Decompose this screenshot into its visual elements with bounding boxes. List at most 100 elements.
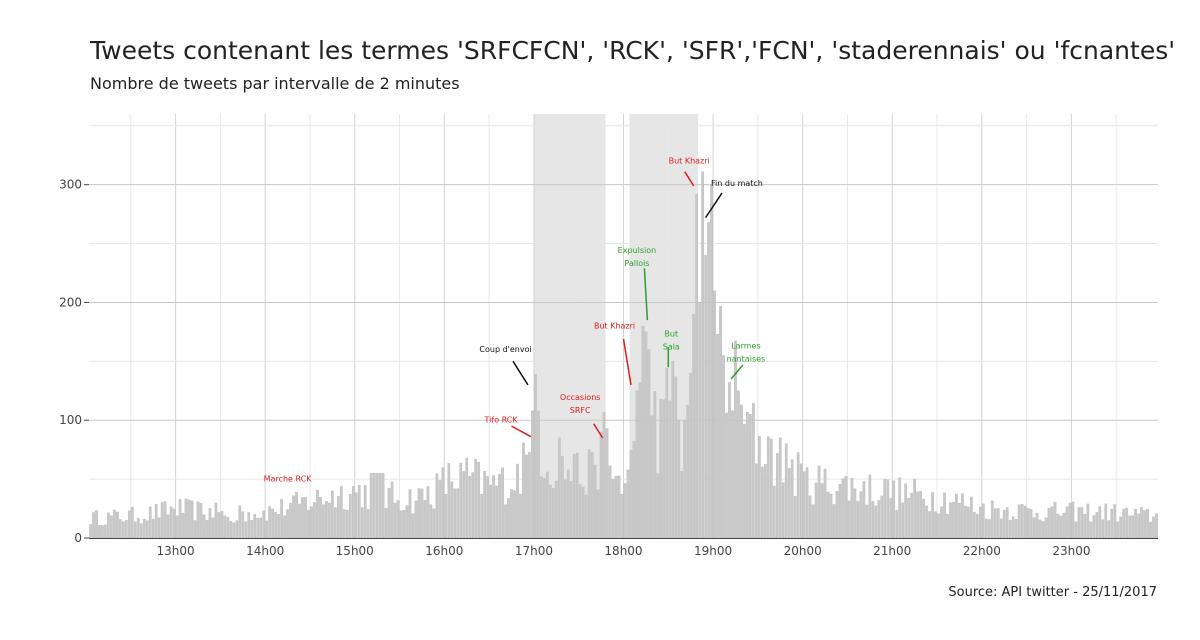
bar [1062, 512, 1066, 539]
bar [554, 480, 558, 539]
bar [566, 469, 570, 539]
bar [605, 428, 609, 539]
bar [229, 521, 233, 539]
bar [157, 517, 161, 539]
bar [1041, 521, 1045, 539]
bar [952, 501, 955, 539]
bar [432, 508, 436, 539]
annotation-8: But Khazri [669, 156, 710, 187]
bar [1125, 507, 1128, 539]
bar [623, 483, 627, 539]
bar [617, 475, 621, 539]
bar [644, 331, 648, 539]
bar [955, 493, 958, 539]
bar [641, 325, 645, 539]
bar [910, 493, 914, 539]
bar [707, 222, 710, 539]
chart-subtitle: Nombre de tweets par intervalle de 2 min… [90, 74, 460, 93]
bar [853, 488, 857, 539]
bar [787, 468, 791, 539]
bar [698, 302, 701, 539]
bar [569, 481, 573, 539]
bar [665, 368, 669, 539]
bar [1068, 502, 1072, 539]
bar [608, 465, 612, 539]
bar [142, 518, 146, 539]
bar [516, 463, 519, 539]
bar [468, 476, 472, 539]
bar [1023, 505, 1027, 539]
bar [683, 420, 687, 539]
bar [483, 470, 486, 539]
bar [656, 473, 660, 539]
bar [814, 482, 818, 539]
bar [110, 515, 113, 539]
y-tick-label: 100 [59, 413, 82, 427]
x-tick-label: 16h00 [425, 544, 463, 558]
bar [987, 519, 991, 539]
bar [862, 481, 866, 539]
annotation-pointer [622, 338, 632, 386]
bar [650, 415, 654, 539]
bar [280, 499, 283, 539]
bar [133, 521, 137, 539]
bar [889, 498, 893, 539]
bar [537, 410, 540, 539]
bar [635, 390, 639, 539]
bar [325, 501, 328, 539]
bar [363, 485, 367, 539]
bar [211, 517, 215, 539]
bar [232, 522, 236, 539]
annotation-label: Larmes nantaises [727, 341, 766, 363]
annotation-10: Larmes nantaises [727, 341, 766, 380]
bar [865, 504, 869, 539]
bar [286, 509, 289, 539]
bar [725, 412, 728, 539]
bar [342, 509, 346, 539]
bar [677, 420, 681, 539]
bar [217, 512, 221, 539]
bar [444, 494, 448, 539]
bar [668, 400, 672, 539]
bar [178, 499, 182, 539]
bar [626, 469, 630, 539]
bar [680, 471, 684, 539]
bar [1047, 507, 1051, 539]
bar [931, 492, 934, 539]
bar [620, 493, 624, 539]
annotation-label: But Khazri [594, 321, 635, 330]
bar [107, 512, 110, 539]
bar [402, 509, 406, 539]
bar [1143, 510, 1146, 539]
x-tick-label: 20h00 [784, 544, 822, 558]
bar [384, 508, 388, 539]
bar [450, 481, 454, 539]
bar [101, 525, 104, 539]
bar [492, 475, 495, 539]
bar [958, 503, 961, 539]
x-tick-label: 18h00 [604, 544, 642, 558]
annotation-pointer [684, 171, 695, 187]
bar [169, 506, 173, 539]
bar [731, 410, 734, 539]
bar [136, 517, 140, 539]
annotation-pointer [730, 364, 744, 380]
annotation-1: Marche RCK [264, 474, 313, 483]
bar [208, 508, 212, 539]
bar [199, 502, 203, 539]
bar [758, 436, 761, 539]
bar [244, 521, 248, 539]
bar [429, 504, 433, 539]
bar [223, 515, 227, 539]
bar [301, 497, 304, 539]
bar [116, 511, 119, 539]
bar [1077, 507, 1081, 539]
bar [671, 361, 675, 539]
bar [996, 508, 1000, 539]
bar [1026, 508, 1030, 539]
bar [387, 488, 391, 539]
bar [898, 477, 902, 539]
bar [531, 410, 534, 539]
bar [826, 491, 830, 539]
bar [456, 488, 460, 539]
